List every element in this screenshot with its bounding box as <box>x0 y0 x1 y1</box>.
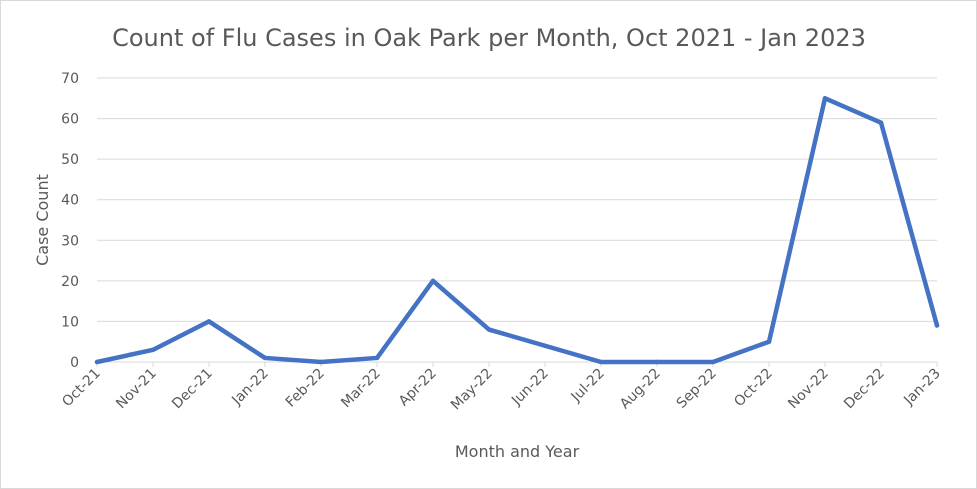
gridlines <box>97 77 937 363</box>
y-tick-label: 10 <box>61 314 79 330</box>
series-line <box>94 96 940 365</box>
x-tick-label: Jan-23 <box>900 366 943 409</box>
x-tick-label: Dec-21 <box>169 366 216 413</box>
x-axis-ticks: Oct-21 Nov-21 Dec-21 Jan-22 Feb-22 Mar-22 Apr-… <box>59 362 944 413</box>
series-layer <box>94 96 940 365</box>
y-tick-label: 0 <box>70 355 79 371</box>
data-point-Oct-21 <box>94 359 100 365</box>
x-tick-label: Mar-22 <box>338 366 384 412</box>
x-tick-label: Aug-22 <box>617 366 664 413</box>
x-tick-label: Oct-21 <box>59 366 104 411</box>
data-point-Dec-22 <box>878 120 884 125</box>
x-tick-label: Nov-21 <box>113 366 160 413</box>
data-point-Sep-22 <box>710 359 716 365</box>
y-tick-label: 40 <box>61 193 79 209</box>
x-tick-label: Jan-22 <box>228 366 271 409</box>
x-tick-label: Oct-22 <box>731 366 776 411</box>
y-axis-title: Case Count <box>33 174 52 266</box>
data-point-May-22 <box>486 327 492 332</box>
data-point-Jan-22 <box>262 355 268 361</box>
y-tick-label: 60 <box>61 112 79 128</box>
y-axis-ticks: 0 10 20 30 40 50 60 70 <box>61 71 79 371</box>
x-tick-label: Nov-22 <box>785 366 832 413</box>
data-point-Oct-22 <box>766 339 772 344</box>
data-point-Jul-22 <box>598 359 604 365</box>
x-tick-label: Sep-22 <box>674 366 720 412</box>
data-point-Jun-22 <box>542 343 548 348</box>
data-point-Apr-22 <box>430 278 436 284</box>
data-point-Feb-22 <box>318 359 324 365</box>
data-point-Nov-22 <box>822 96 828 101</box>
data-point-Dec-21 <box>206 319 212 324</box>
x-tick-label: Dec-22 <box>841 366 888 413</box>
y-tick-label: 20 <box>61 274 79 290</box>
y-tick-label: 30 <box>61 233 79 249</box>
x-tick-label: Jul-22 <box>568 366 608 406</box>
chart-title: Count of Flu Cases in Oak Park per Month… <box>112 24 866 52</box>
data-point-Jan-23 <box>934 323 940 328</box>
data-point-Aug-22 <box>654 359 660 365</box>
x-tick-label: Jun-22 <box>508 366 552 410</box>
data-point-Nov-21 <box>150 347 156 353</box>
x-tick-label: May-22 <box>448 366 496 414</box>
x-axis-title: Month and Year <box>455 442 580 461</box>
y-tick-label: 50 <box>61 152 79 168</box>
y-tick-label: 70 <box>61 71 79 87</box>
data-point-Mar-22 <box>374 355 380 361</box>
x-tick-label: Feb-22 <box>283 366 328 411</box>
x-tick-label: Apr-22 <box>396 366 440 410</box>
